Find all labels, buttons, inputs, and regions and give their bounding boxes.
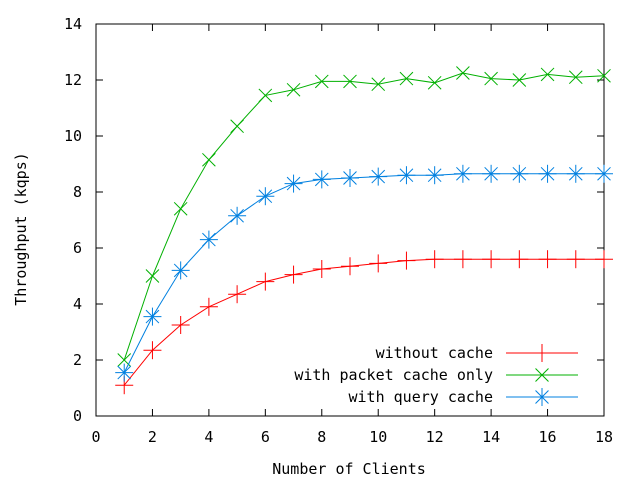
data-point (145, 269, 160, 283)
data-point (171, 261, 190, 280)
y-tick-label: 14 (64, 15, 82, 33)
legend-entry: with packet cache only (294, 366, 578, 384)
data-point (228, 285, 247, 304)
data-point (256, 272, 275, 291)
data-point (512, 73, 527, 87)
data-point (202, 152, 216, 167)
data-point (397, 251, 416, 270)
data-point (173, 201, 188, 216)
legend-marker (533, 388, 551, 406)
data-point (482, 164, 501, 183)
data-point (597, 68, 611, 83)
data-point (314, 74, 329, 89)
data-point (425, 166, 444, 185)
data-point (284, 174, 303, 193)
data-point (397, 166, 416, 185)
y-tick-label: 0 (73, 407, 82, 425)
data-point (199, 230, 218, 249)
data-point (171, 316, 190, 334)
legend-marker (533, 344, 551, 362)
y-tick-label: 4 (73, 295, 82, 313)
data-point (228, 206, 247, 225)
series-line (123, 72, 605, 361)
data-point (258, 88, 273, 103)
data-point (538, 250, 557, 269)
x-tick-label: 2 (148, 428, 157, 446)
x-tick-label: 4 (204, 428, 213, 446)
legend-marker (535, 368, 549, 382)
series-with-query-cache (115, 164, 613, 382)
data-point (369, 254, 388, 273)
data-point (256, 187, 275, 206)
data-point (538, 164, 557, 183)
data-point (425, 250, 444, 269)
data-point (399, 71, 414, 86)
data-point (453, 164, 472, 183)
plot-frame (95, 23, 605, 417)
data-point (566, 250, 585, 269)
legend-label: with packet cache only (294, 366, 493, 384)
data-point (456, 66, 470, 80)
data-point (427, 75, 442, 90)
x-tick-label: 12 (426, 428, 444, 446)
data-point (510, 250, 529, 269)
data-point (341, 169, 359, 187)
data-point (143, 307, 162, 326)
data-point (286, 82, 301, 97)
data-point (143, 341, 162, 360)
data-point (312, 170, 331, 189)
data-point (343, 74, 357, 89)
data-point (595, 164, 613, 183)
data-point (566, 164, 585, 183)
y-tick-label: 12 (64, 71, 82, 89)
x-tick-label: 10 (369, 428, 387, 446)
x-tick-label: 14 (482, 428, 500, 446)
data-point (341, 257, 359, 276)
x-tick-label: 18 (595, 428, 613, 446)
data-point (482, 250, 501, 269)
data-point (568, 70, 583, 85)
data-point (595, 250, 613, 269)
legend-label: without cache (376, 344, 493, 362)
data-point (540, 67, 555, 82)
data-point (371, 77, 386, 92)
data-point (453, 250, 472, 269)
legend-entry: without cache (376, 344, 578, 362)
data-point (510, 164, 529, 183)
data-point (369, 167, 388, 186)
data-point (484, 71, 498, 86)
x-tick-label: 0 (91, 428, 100, 446)
series-line (123, 173, 604, 373)
x-tick-label: 6 (261, 428, 270, 446)
data-point (115, 363, 134, 382)
x-tick-label: 8 (317, 428, 326, 446)
series-without-cache (115, 250, 613, 395)
x-axis-label: Number of Clients (272, 460, 426, 478)
y-tick-label: 6 (73, 239, 82, 257)
y-tick-label: 2 (73, 351, 82, 369)
legend-entry: with query cache (349, 388, 578, 406)
y-axis-label: Throughput (kqps) (12, 152, 30, 306)
legend-label: with query cache (349, 388, 494, 406)
data-point (284, 265, 303, 284)
x-tick-label: 16 (539, 428, 557, 446)
data-point (199, 297, 218, 316)
data-point (230, 119, 244, 134)
series-with-packet-cache-only (117, 66, 611, 367)
y-tick-label: 8 (73, 183, 82, 201)
y-tick-label: 10 (64, 127, 82, 145)
data-point (312, 260, 331, 278)
legend: without cache with packet cache only with … (294, 344, 578, 406)
